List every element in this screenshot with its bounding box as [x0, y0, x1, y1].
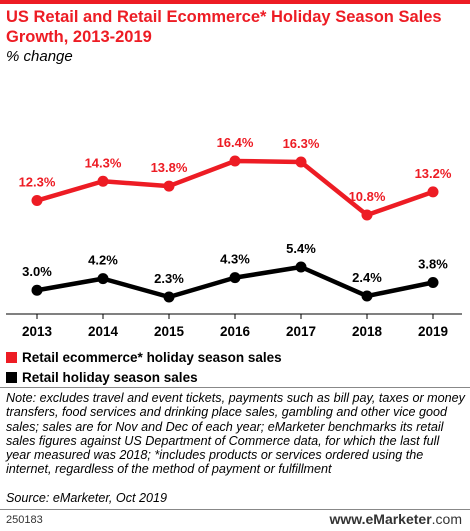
legend-item-retail: Retail holiday season sales — [6, 367, 282, 387]
brand-tld: .com — [431, 511, 462, 527]
data-point — [427, 186, 439, 198]
x-tick-label: 2014 — [88, 324, 119, 339]
data-label: 16.4% — [217, 135, 254, 150]
data-label: 4.3% — [220, 252, 250, 267]
data-point — [229, 155, 241, 167]
data-label: 2.3% — [154, 271, 184, 286]
top-accent-bar — [0, 0, 470, 4]
brand-name: eMarketer — [365, 511, 432, 527]
data-point — [97, 273, 109, 285]
data-label: 13.8% — [151, 160, 188, 175]
data-point — [163, 291, 175, 303]
x-tick-label: 2017 — [286, 324, 316, 339]
chart-note: Note: excludes travel and event tickets,… — [6, 391, 465, 477]
data-label: 2.4% — [352, 270, 382, 285]
data-label: 16.3% — [283, 136, 320, 151]
x-tick-label: 2019 — [418, 324, 448, 339]
x-tick-label: 2016 — [220, 324, 251, 339]
legend-swatch-retail — [6, 371, 17, 383]
data-point — [295, 156, 307, 168]
x-tick-label: 2018 — [352, 324, 383, 339]
data-point — [361, 209, 373, 221]
emarketer-logo[interactable]: www.eMarketer.com — [329, 511, 462, 527]
brand-prefix: www. — [329, 511, 366, 527]
data-point — [163, 180, 175, 192]
data-point — [97, 175, 109, 187]
data-label: 10.8% — [349, 189, 386, 204]
chart-legend: Retail ecommerce* holiday season sales R… — [6, 347, 282, 387]
data-point — [427, 276, 439, 288]
data-label: 3.8% — [418, 256, 448, 271]
data-label: 14.3% — [85, 155, 122, 170]
x-tick-label: 2013 — [22, 324, 53, 339]
data-point — [361, 290, 373, 302]
data-point — [229, 272, 241, 284]
x-tick-label: 2015 — [154, 324, 185, 339]
data-point — [31, 195, 43, 207]
data-label: 12.3% — [19, 175, 56, 190]
chart-subtitle: % change — [6, 48, 73, 65]
data-label: 4.2% — [88, 253, 118, 268]
data-point — [295, 261, 307, 273]
data-label: 3.0% — [22, 264, 52, 279]
chart-title: US Retail and Retail Ecommerce* Holiday … — [6, 8, 442, 46]
legend-swatch-ecommerce — [6, 351, 17, 363]
chart-source: Source: eMarketer, Oct 2019 — [6, 491, 168, 505]
legend-item-ecommerce: Retail ecommerce* holiday season sales — [6, 347, 282, 367]
legend-label-ecommerce: Retail ecommerce* holiday season sales — [22, 349, 282, 365]
legend-label-retail: Retail holiday season sales — [22, 369, 198, 385]
data-point — [31, 284, 43, 296]
line-chart: 12.3% 14.3% 13.8% 16.4% 16.3% 10.8% 13.2% 3.0% 4… — [6, 135, 462, 339]
chart-id: 250183 — [6, 514, 43, 526]
data-label: 13.2% — [415, 166, 452, 181]
footer-divider — [0, 509, 470, 510]
data-label: 5.4% — [286, 241, 316, 256]
divider — [0, 387, 470, 388]
